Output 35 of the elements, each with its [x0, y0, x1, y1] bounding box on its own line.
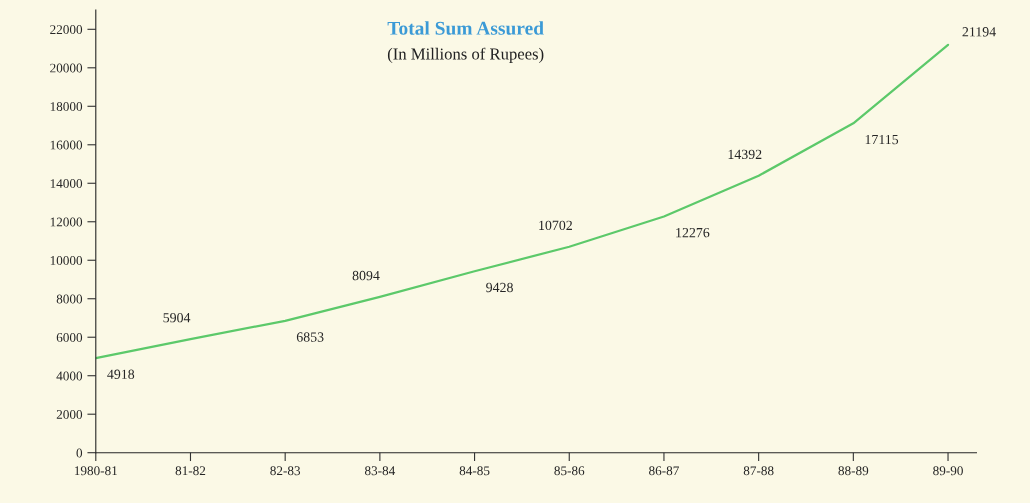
x-tick-label: 86-87 [649, 466, 679, 476]
data-label: 21194 [962, 27, 996, 37]
x-tick-label: 83-84 [364, 466, 396, 476]
line-series [95, 43, 950, 360]
y-tick-label: 18000 [50, 102, 83, 111]
chart-title: Total Sum Assured [387, 21, 544, 35]
data-label: 5904 [163, 312, 191, 323]
data-label: 14392 [728, 149, 762, 160]
data-label: 4918 [107, 369, 135, 379]
y-tick-label: 20000 [50, 63, 83, 73]
x-tick-label: 1980-81 [74, 466, 117, 476]
data-label: 9428 [486, 282, 513, 293]
data-label: 17115 [865, 134, 899, 145]
text: (In Millions of Rupees) [387, 47, 544, 63]
x-tick-label: 85-86 [554, 466, 585, 476]
y-tick-label: 4000 [56, 371, 83, 381]
y-tick-label: 16000 [50, 140, 83, 150]
x-tick-label: 89-90 [933, 466, 963, 476]
x-tick-label: 81-82 [175, 466, 206, 476]
y-tick-label: 14000 [50, 179, 83, 188]
data-label: 6853 [296, 332, 324, 342]
data-label: 8094 [352, 270, 380, 281]
data-label: 10702 [539, 220, 572, 231]
y-tick-label: 2000 [56, 410, 83, 419]
y-tick-label: 12000 [50, 217, 83, 227]
data-label: 12276 [676, 228, 710, 238]
x-tick-label: 87-88 [743, 466, 774, 476]
y-tick-label: 6000 [56, 333, 83, 342]
x-tick-label: 82-83 [270, 466, 301, 476]
y-tick-label: 8000 [56, 294, 83, 304]
x-tick-label: 84-85 [459, 466, 490, 476]
y-tick-label: 0 [76, 448, 83, 458]
y-tick-label: 10000 [50, 256, 83, 265]
y-tick-label: 22000 [50, 25, 83, 35]
x-tick-label: 88-89 [838, 466, 869, 476]
